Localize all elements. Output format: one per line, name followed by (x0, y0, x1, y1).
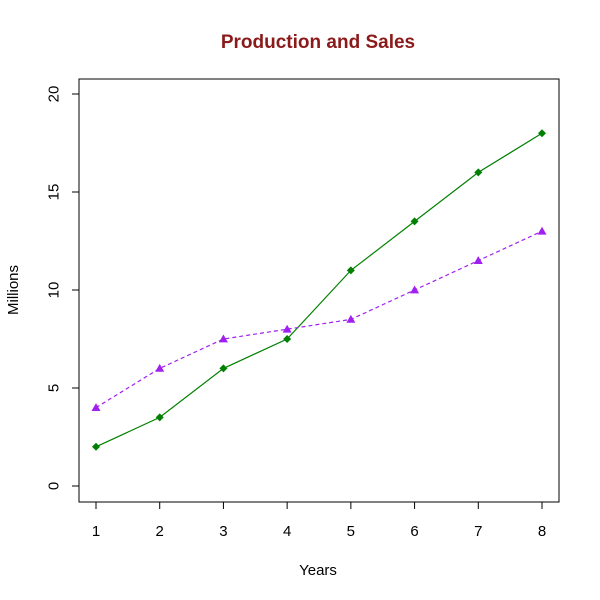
x-tick-label: 2 (156, 523, 164, 540)
series-1-point (219, 364, 228, 373)
x-tick-label: 3 (219, 523, 227, 540)
x-tick-label: 1 (92, 523, 100, 540)
y-tick-label: 15 (46, 184, 63, 201)
series-2-point (218, 334, 228, 343)
series-1-line (95, 132, 543, 448)
series-2-point (155, 363, 165, 372)
series-1-point (474, 168, 483, 177)
series-2-point (410, 285, 420, 294)
series-1-point (92, 442, 100, 451)
series-2-line (95, 230, 543, 409)
y-tick-label: 20 (46, 86, 63, 103)
x-tick-label: 6 (410, 523, 418, 540)
x-tick-label: 4 (283, 523, 291, 540)
x-tick-label: 7 (474, 523, 482, 540)
y-tick-label: 0 (46, 482, 63, 490)
x-tick-label: 5 (347, 523, 355, 540)
series-2-point (473, 256, 483, 264)
series-2-point (282, 324, 292, 333)
series-1-point (538, 129, 546, 138)
series-2-point (91, 403, 101, 411)
series-1-point (410, 217, 419, 226)
series-2-point (537, 226, 547, 235)
y-tick-label: 5 (46, 384, 63, 392)
plot-frame (78, 78, 560, 503)
series-1-point (283, 335, 292, 343)
x-axis-label: Years (299, 562, 337, 579)
y-axis-label: Millions (5, 265, 22, 315)
series-2-point (346, 314, 356, 323)
series-1-point (155, 413, 164, 422)
plot-layer: 1 2 3 4 5 6 7 8 0 5 10 15 20 (46, 78, 560, 540)
chart-title: Production and Sales (221, 32, 415, 53)
x-tick-label: 8 (538, 523, 546, 540)
series-1-point (346, 266, 355, 275)
y-tick-label: 10 (46, 282, 63, 299)
